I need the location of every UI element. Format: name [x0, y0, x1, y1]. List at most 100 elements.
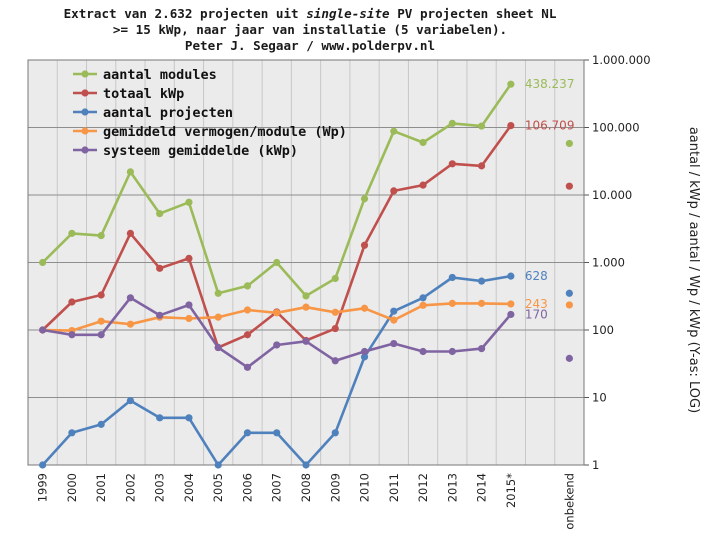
- data-point: [448, 160, 456, 168]
- title-line-1: Extract van 2.632 projecten uit single-s…: [63, 6, 557, 21]
- data-point: [565, 354, 573, 362]
- y-axis-title: aantal / kWp / aantal / Wp / kWp (Y-as: …: [686, 127, 701, 413]
- x-tick-label: 2000: [65, 473, 79, 502]
- end-value-label: 170: [525, 307, 548, 321]
- legend-marker: [81, 108, 89, 116]
- data-point: [243, 282, 252, 290]
- data-point: [39, 326, 47, 334]
- data-point: [214, 313, 222, 321]
- title-line-2: >= 15 kWp, naar jaar van installatie (5 …: [112, 22, 508, 37]
- end-value-label: 106.709: [525, 119, 575, 133]
- data-point: [243, 363, 252, 371]
- data-point: [390, 127, 398, 135]
- x-tick-label: 2003: [153, 473, 167, 502]
- data-point: [126, 168, 135, 176]
- data-point: [331, 357, 339, 365]
- x-tick-label: 2002: [123, 473, 137, 502]
- data-point: [448, 347, 456, 356]
- x-tick-label: 2013: [445, 473, 459, 502]
- data-point: [243, 331, 252, 339]
- data-point: [477, 345, 486, 353]
- data-point: [302, 303, 310, 311]
- data-point: [97, 232, 105, 240]
- legend-label: gemiddeld vermogen/module (Wp): [103, 124, 347, 140]
- data-point: [214, 461, 222, 469]
- end-value-label: 438.237: [525, 77, 575, 91]
- data-point: [419, 181, 427, 189]
- data-point: [126, 396, 135, 405]
- data-point: [360, 241, 369, 249]
- data-point: [390, 307, 398, 315]
- data-point: [331, 274, 339, 283]
- y-tick-label: 100: [592, 323, 614, 337]
- x-tick-label: onbekend: [562, 473, 576, 530]
- data-point: [302, 292, 310, 300]
- x-tick-label: 2004: [182, 473, 196, 502]
- data-point: [565, 289, 573, 297]
- legend-marker: [81, 70, 89, 78]
- data-point: [39, 258, 47, 267]
- data-point: [126, 294, 135, 302]
- data-point: [185, 198, 193, 206]
- data-point: [507, 300, 515, 308]
- data-point: [419, 347, 427, 356]
- data-point: [565, 182, 573, 190]
- end-value-label: 628: [525, 269, 548, 283]
- data-point: [360, 353, 369, 361]
- legend-marker: [81, 127, 89, 135]
- x-tick-label: 2012: [416, 473, 430, 502]
- legend-label: aantal modules: [103, 67, 217, 83]
- data-point: [390, 187, 398, 195]
- data-point: [39, 461, 47, 469]
- data-point: [390, 316, 398, 324]
- data-point: [565, 301, 573, 309]
- title-line-3: Peter J. Segaar / www.polderpv.nl: [184, 38, 436, 53]
- data-point: [185, 301, 193, 309]
- data-point: [185, 254, 193, 263]
- x-tick-label: 2009: [328, 473, 342, 502]
- x-tick-label: 2008: [299, 473, 313, 502]
- data-point: [331, 324, 339, 333]
- data-point: [156, 311, 164, 319]
- data-point: [302, 461, 310, 469]
- data-point: [360, 195, 369, 203]
- data-point: [390, 339, 398, 348]
- data-point: [68, 229, 76, 237]
- data-point: [273, 429, 281, 437]
- data-point: [448, 273, 456, 282]
- data-point: [243, 429, 252, 437]
- data-point: [273, 309, 281, 317]
- legend-label: aantal projecten: [103, 105, 233, 121]
- data-point: [68, 298, 76, 306]
- data-point: [97, 291, 105, 299]
- data-point: [331, 429, 339, 437]
- data-point: [448, 119, 456, 128]
- legend-label: systeem gemiddelde (kWp): [103, 143, 298, 159]
- data-point: [477, 162, 486, 170]
- data-point: [360, 304, 369, 312]
- x-tick-label: 2005: [211, 473, 225, 502]
- y-tick-label: 10.000: [592, 188, 632, 202]
- end-value-label: 243: [525, 297, 548, 311]
- data-point: [419, 294, 427, 302]
- data-point: [156, 264, 164, 272]
- y-tick-label: 10: [592, 391, 607, 405]
- data-point: [477, 299, 486, 307]
- data-point: [156, 210, 164, 218]
- data-point: [507, 121, 515, 130]
- data-point: [126, 229, 135, 237]
- data-point: [507, 80, 515, 88]
- legend-label: totaal kWp: [103, 86, 184, 102]
- data-point: [273, 258, 281, 267]
- data-point: [185, 414, 193, 422]
- data-point: [273, 341, 281, 349]
- data-point: [360, 347, 369, 356]
- x-tick-label: 2014: [475, 473, 489, 502]
- data-point: [243, 306, 252, 314]
- legend-marker: [81, 146, 89, 154]
- x-tick-label: 2007: [270, 473, 284, 502]
- x-tick-label: 1999: [36, 473, 50, 502]
- x-tick-label: 2006: [240, 473, 254, 502]
- x-tick-label: 2015*: [504, 473, 518, 508]
